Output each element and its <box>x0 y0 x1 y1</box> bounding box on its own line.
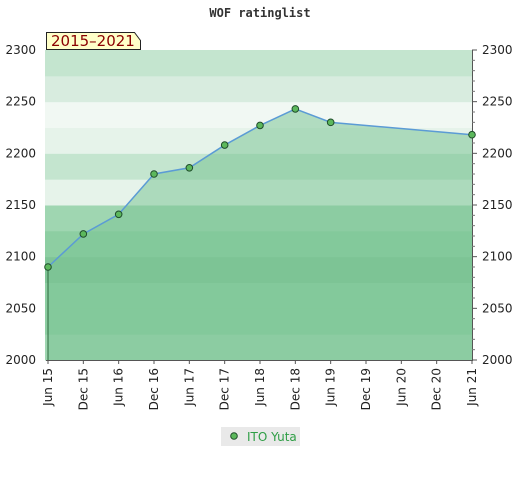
data-points <box>44 105 476 271</box>
period-badge-shape <box>46 32 141 50</box>
y-tick-label-right: 2200 <box>482 146 513 160</box>
x-tick-label: Jun 15 <box>41 368 55 407</box>
y-tick-label-right: 2250 <box>482 95 513 109</box>
x-tick-label: Jun 18 <box>253 368 267 407</box>
x-tick-label: Dec 19 <box>359 368 373 410</box>
y-ticks-left: 2000 2050 2100 2150 2200 2250 2300 <box>5 43 36 367</box>
x-tick-label: Jun 16 <box>112 368 126 407</box>
series-area <box>48 108 472 361</box>
x-tick-label: Jun 19 <box>324 368 338 407</box>
y-tick-label-left: 2000 <box>5 353 36 367</box>
series-line <box>47 108 473 268</box>
y-tick-label-left: 2050 <box>5 301 36 315</box>
y-tick-label-right: 2100 <box>482 250 513 264</box>
x-tick-label: Jun 17 <box>182 368 196 407</box>
data-point[interactable] <box>44 263 52 271</box>
background-band <box>45 50 473 77</box>
data-point[interactable] <box>468 130 476 139</box>
data-point[interactable] <box>79 230 88 238</box>
legend-label: ITO Yuta <box>247 430 297 444</box>
y-tick-label-left: 2200 <box>5 146 36 160</box>
legend[interactable]: ITO Yuta <box>221 427 300 446</box>
background-band <box>45 75 473 103</box>
y-tick-label-right: 2150 <box>482 198 513 212</box>
y-tick-label-left: 2100 <box>5 250 36 264</box>
data-point[interactable] <box>185 164 194 172</box>
data-point[interactable] <box>114 210 123 219</box>
data-point[interactable] <box>256 121 264 130</box>
data-point[interactable] <box>220 141 229 149</box>
x-tick-label: Dec 18 <box>288 368 302 410</box>
x-tick-label: Jun 20 <box>394 368 408 407</box>
y-tick-label-right: 2000 <box>482 353 513 367</box>
y-ticks-right: 2000 2050 2100 2150 2200 2250 2300 <box>472 43 513 367</box>
y-tick-label-left: 2150 <box>5 198 36 212</box>
x-tick-label: Dec 17 <box>218 368 232 410</box>
x-tick-label: Dec 15 <box>76 368 90 410</box>
data-point[interactable] <box>326 118 335 127</box>
data-point[interactable] <box>150 170 158 178</box>
chart-title: WOF ratinglist <box>209 6 310 20</box>
x-ticks: Jun 15 Dec 15 Jun 16 Dec 16 Jun 17 Dec 17 Jun … <box>41 360 479 410</box>
legend-marker <box>230 432 238 440</box>
legend-box <box>221 427 300 446</box>
x-tick-label: Jun 21 <box>465 368 479 407</box>
y-tick-label-left: 2250 <box>5 95 36 109</box>
x-tick-label: Dec 16 <box>147 368 161 410</box>
y-tick-label-left: 2300 <box>5 43 36 57</box>
y-tick-label-right: 2300 <box>482 43 513 57</box>
x-tick-label: Dec 20 <box>430 368 444 410</box>
period-badge: 2015–2021 <box>46 32 141 50</box>
area-layer <box>47 108 473 361</box>
y-tick-label-right: 2050 <box>482 301 513 315</box>
data-point[interactable] <box>291 105 300 113</box>
period-badge-label: 2015–2021 <box>51 32 135 50</box>
